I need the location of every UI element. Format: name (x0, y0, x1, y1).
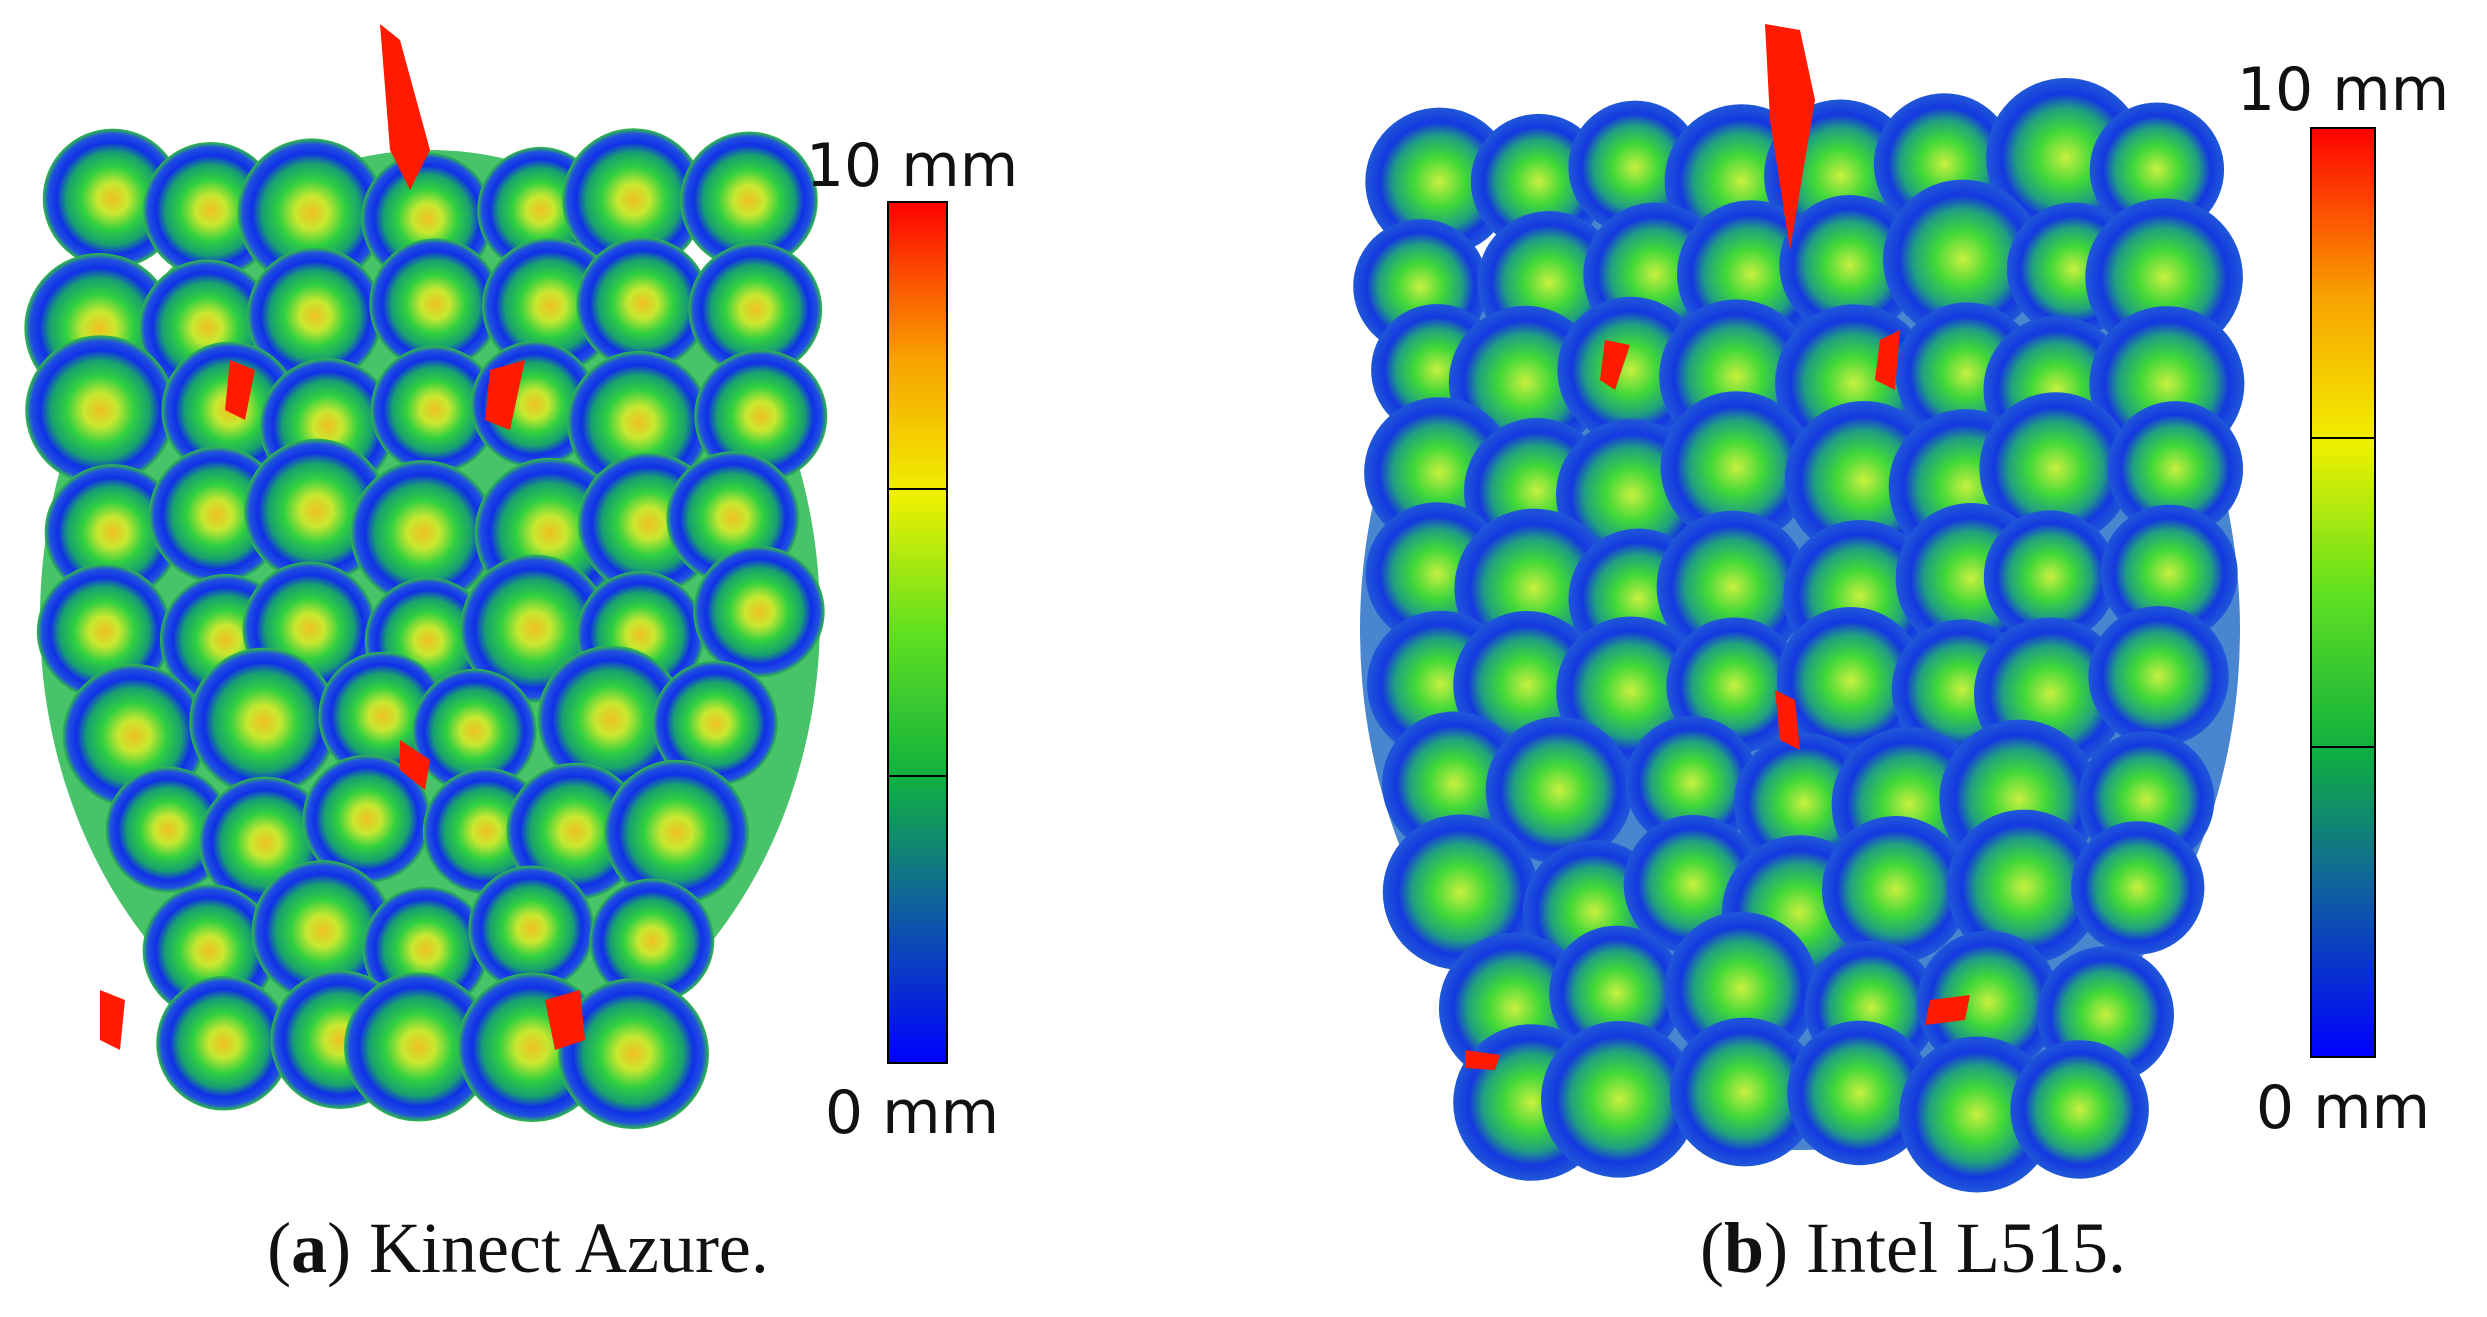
berry (1656, 510, 1810, 664)
caption-part: ( (267, 1208, 291, 1288)
berry (694, 349, 828, 483)
colorbar-max: 10 mm (806, 131, 1018, 201)
berry (652, 660, 778, 787)
berry (412, 668, 537, 794)
berry (189, 647, 338, 797)
hot-spot (1875, 330, 1900, 390)
hot-spot (100, 990, 125, 1050)
heatmap-a (24, 24, 828, 1130)
berry (688, 242, 823, 377)
caption-part: ) Kinect Azure. (327, 1208, 769, 1288)
berry (237, 138, 386, 287)
berry (1946, 809, 2102, 965)
hot-spot (1765, 24, 1815, 250)
hot-spot (485, 360, 525, 430)
hot-spot (1775, 690, 1800, 750)
berry (693, 546, 825, 678)
berry (302, 754, 432, 884)
berry (468, 865, 595, 992)
berry (350, 460, 496, 606)
berry (2107, 401, 2244, 537)
hot-spot (545, 990, 585, 1050)
caption-label: b (1724, 1208, 1764, 1288)
berry (1787, 1020, 1932, 1166)
berry (576, 237, 710, 371)
hot-spot (1925, 995, 1970, 1025)
hot-spot (380, 24, 430, 190)
berry (604, 759, 750, 906)
colorbar-min: 0 mm (825, 1078, 999, 1148)
caption-part: ( (1700, 1208, 1724, 1288)
berry (1983, 510, 2117, 644)
berry (2071, 821, 2205, 955)
berry (344, 972, 494, 1122)
berry (1549, 925, 1685, 1061)
berry (2088, 606, 2229, 747)
berry (105, 766, 232, 893)
berry (251, 860, 394, 1002)
berry (1382, 711, 1527, 856)
berry (1776, 607, 1925, 755)
berry (680, 131, 818, 270)
hot-spot (225, 360, 255, 420)
berry (1660, 391, 1813, 544)
hot-spot (400, 740, 430, 790)
colorbar (2310, 127, 2376, 1058)
berry (562, 128, 705, 272)
berry (1979, 392, 2132, 545)
berry (1541, 1021, 1698, 1178)
berry (2010, 1040, 2149, 1179)
berry (44, 464, 181, 601)
berry (370, 345, 499, 474)
berry (558, 978, 709, 1130)
caption-label: a (291, 1208, 327, 1288)
berry (156, 975, 291, 1111)
berry (1883, 179, 2043, 339)
berry (1917, 930, 2060, 1074)
berry (2100, 504, 2238, 642)
berry (1485, 716, 1633, 864)
berry (506, 762, 644, 901)
berry (589, 878, 715, 1004)
hot-spot (1465, 1050, 1500, 1070)
colorbar-b: 10 mm 0 mm (2237, 55, 2449, 1143)
berry (1899, 1036, 2056, 1193)
colorbar-max: 10 mm (2237, 55, 2449, 125)
colorbar-a: 10 mm 0 mm (806, 131, 1018, 1148)
heatmap-b (1353, 24, 2245, 1193)
colorbar-min: 0 mm (2256, 1073, 2430, 1143)
caption-b: (b) Intel L515. (1700, 1208, 2126, 1288)
berry (1779, 195, 1920, 336)
colorbar (887, 201, 948, 1064)
berry (537, 645, 685, 794)
berry (25, 335, 176, 486)
berry (1670, 1017, 1819, 1167)
hot-spot (1600, 340, 1630, 390)
berry (1822, 816, 1970, 964)
caption-part: ) Intel L515. (1764, 1208, 2126, 1288)
berry (1382, 814, 1539, 970)
berry (1365, 107, 1514, 256)
caption-a: (a) Kinect Azure. (267, 1208, 769, 1288)
berry (1625, 716, 1759, 849)
berry (369, 238, 502, 370)
berry (247, 247, 383, 384)
